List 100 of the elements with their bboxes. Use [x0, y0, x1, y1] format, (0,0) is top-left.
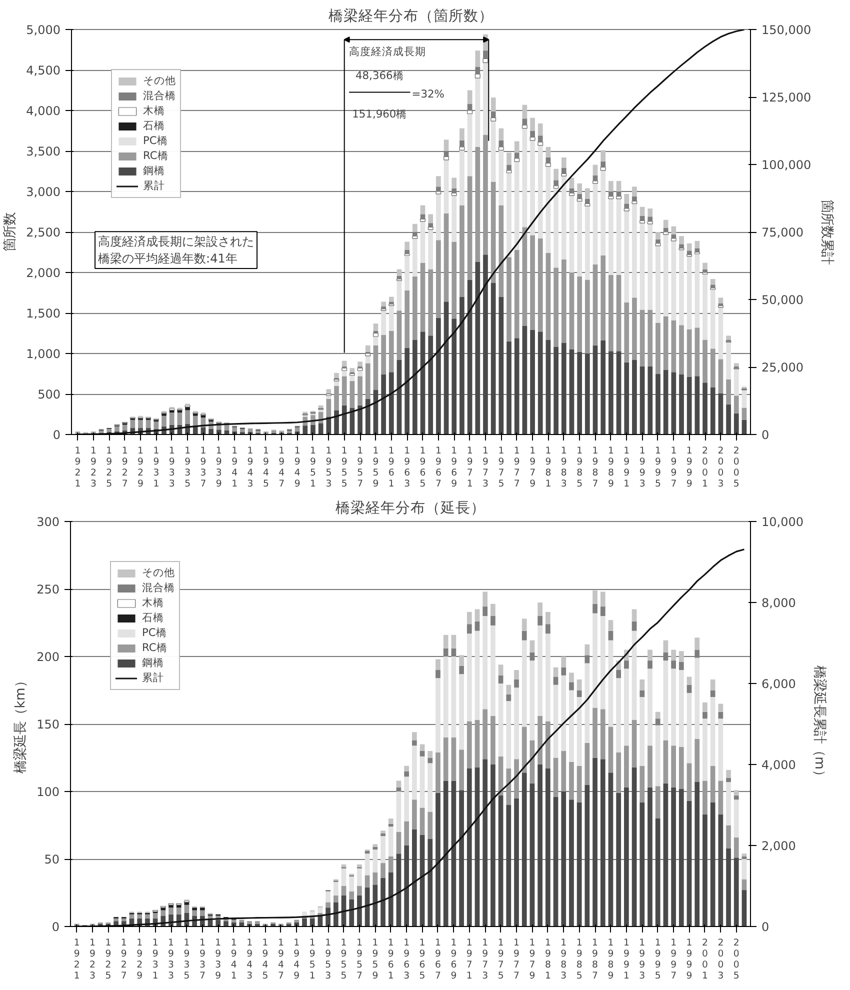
x-tick-label: 1977: [514, 446, 520, 490]
x-tick-label: 1941: [230, 938, 237, 982]
x-tick-label: 1979: [530, 446, 536, 490]
x-tick-label: 1963: [404, 446, 410, 490]
x-tick-label: 1985: [576, 938, 582, 982]
legend-label: PC橋: [142, 626, 167, 640]
x-tick-label: 1947: [278, 446, 285, 490]
legend-label: 木橋: [142, 596, 164, 610]
x-tick-label: 1991: [623, 938, 630, 982]
x-tick-label: 1957: [356, 938, 362, 982]
y-tick-label: 150: [36, 718, 60, 732]
x-tick-label: 1951: [310, 446, 316, 490]
y-tick-label: 0: [52, 920, 60, 934]
x-tick-label: 1973: [482, 938, 488, 982]
x-tick-label: 1927: [120, 938, 127, 982]
y-tick-label: 0: [52, 428, 61, 442]
x-tick-label: 1923: [90, 938, 96, 982]
x-tick-label: 1987: [592, 938, 598, 982]
legend-label: 鋼橋: [142, 656, 164, 670]
x-tick-label: 1939: [216, 446, 222, 490]
x-tick-label: 1979: [529, 938, 536, 982]
x-tick-label: 1975: [498, 938, 504, 982]
x-tick-label: 1931: [152, 938, 158, 982]
x-tick-label: 2001: [702, 938, 708, 982]
legend-label: 混合橋: [143, 89, 176, 103]
x-tick-label: 1975: [498, 446, 504, 490]
y2-tick-label: 8,000: [762, 596, 796, 610]
legend-label: 鋼橋: [143, 164, 165, 178]
x-tick-label: 1965: [419, 938, 426, 982]
y-tick-label: 1,500: [26, 306, 61, 320]
x-tick-label: 1951: [309, 938, 316, 982]
x-tick-label: 2003: [718, 938, 724, 982]
y-tick-label: 500: [38, 388, 60, 402]
y2-tick-label: 2,000: [762, 839, 796, 853]
x-tick-label: 1991: [624, 446, 630, 490]
y-tick-label: 2,000: [26, 266, 61, 280]
ref-line-label: 高度経済成長期: [349, 44, 426, 58]
x-tick-label: 1993: [639, 446, 646, 490]
legend-label: PC橋: [143, 134, 168, 148]
x-tick-label: 1947: [278, 938, 284, 982]
legend-label: その他: [143, 74, 176, 88]
annotation: 高度経済成長期に架設された橋梁の平均経過年数:41年: [98, 234, 254, 266]
x-tick-label: 1961: [388, 446, 394, 490]
x-tick-label: 1965: [420, 446, 426, 490]
y2-tick-label: 125,000: [762, 90, 812, 104]
x-tick-label: 1931: [153, 446, 160, 490]
x-tick-label: 1927: [122, 446, 128, 490]
x-tick-label: 1933: [168, 938, 174, 982]
y-tick-label: 100: [36, 785, 60, 799]
y-axis-title: 箇所数: [3, 212, 18, 252]
x-tick-label: 1977: [514, 938, 520, 982]
x-tick-label: 1959: [372, 446, 379, 490]
x-tick-label: 1971: [466, 938, 472, 982]
y-tick-label: 4,500: [26, 64, 61, 78]
x-tick-label: 1959: [372, 938, 378, 982]
chart-title: 橋梁経年分布（延長）: [336, 500, 486, 516]
legend-label: その他: [142, 566, 175, 580]
x-tick-label: 1993: [639, 938, 646, 982]
legend-label: 累計: [143, 179, 165, 193]
x-tick-label: 1939: [215, 938, 222, 982]
y2-axis-title: 橋梁延長累計（m）: [811, 666, 828, 782]
legend-label: 石橋: [142, 611, 164, 625]
y-tick-label: 2,500: [26, 226, 61, 240]
x-tick-label: 1999: [686, 446, 692, 490]
x-tick-label: 1955: [341, 446, 348, 490]
x-tick-label: 1945: [262, 938, 268, 982]
x-tick-label: 1969: [451, 446, 458, 490]
y2-tick-label: 50,000: [762, 293, 804, 307]
y2-axis-title: 箇所数累計: [819, 200, 834, 264]
x-tick-label: 1945: [262, 446, 269, 490]
x-tick-label: 1989: [608, 938, 614, 982]
x-tick-label: 2005: [733, 446, 740, 490]
x-tick-label: 1985: [576, 446, 583, 490]
x-tick-label: 1961: [388, 938, 394, 982]
y-tick-label: 4,000: [26, 104, 61, 118]
x-tick-label: 1957: [357, 446, 364, 490]
annotation: =32%: [412, 87, 444, 100]
y-tick-label: 200: [36, 650, 60, 664]
x-tick-label: 1933: [168, 446, 175, 490]
y2-tick-label: 4,000: [762, 758, 796, 772]
x-tick-label: 1997: [670, 446, 677, 490]
x-tick-label: 2005: [733, 938, 740, 982]
y-tick-label: 3,000: [26, 185, 61, 199]
y2-tick-label: 10,000: [762, 515, 804, 529]
x-tick-label: 1949: [294, 446, 300, 490]
x-tick-label: 1971: [466, 446, 473, 490]
y2-tick-label: 25,000: [762, 360, 804, 374]
x-tick-label: 1921: [74, 446, 81, 490]
legend-label: RC橋: [143, 149, 168, 163]
legend-label: RC橋: [142, 641, 168, 655]
x-tick-label: 1943: [246, 938, 253, 982]
x-tick-label: 1937: [200, 446, 206, 490]
x-tick-label: 2003: [718, 446, 724, 490]
legend-label: 混合橋: [142, 581, 175, 595]
y2-tick-label: 150,000: [762, 23, 812, 37]
legend-label: 累計: [142, 671, 164, 685]
y2-tick-label: 75,000: [762, 226, 804, 240]
x-tick-label: 1929: [136, 938, 143, 982]
annotation: 151,960橋: [352, 108, 408, 121]
x-tick-label: 1921: [74, 938, 80, 982]
